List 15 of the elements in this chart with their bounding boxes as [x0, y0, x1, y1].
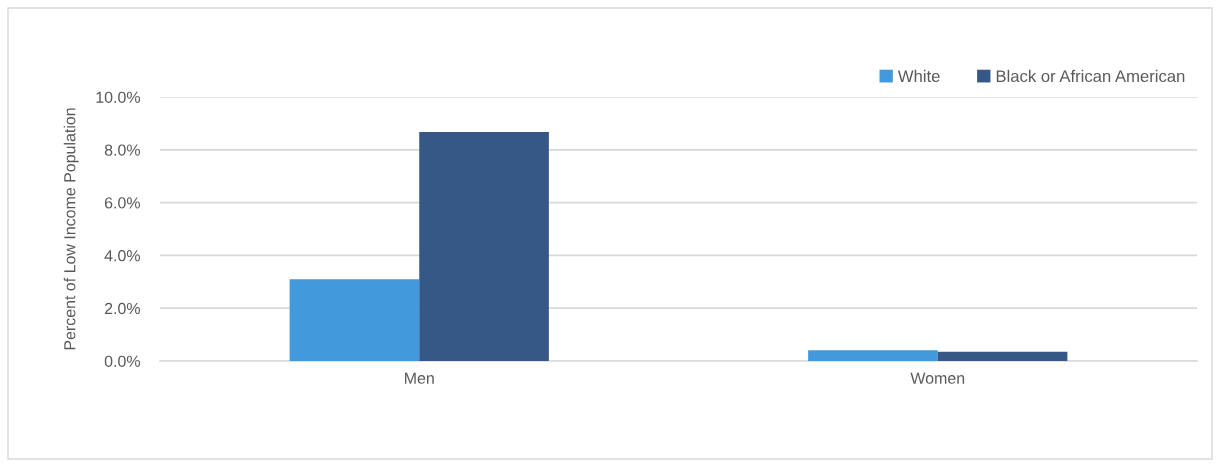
y-tick-label: 10.0% — [96, 91, 140, 103]
y-tick-label: 4.0% — [104, 250, 140, 262]
y-tick-label: 8.0% — [104, 144, 140, 156]
bar — [289, 279, 420, 361]
bar — [808, 350, 938, 361]
y-tick-label: 0.0% — [104, 355, 140, 367]
legend-label: Black or African American — [996, 69, 1185, 83]
x-tick-label: Men — [405, 372, 434, 384]
x-tick-label: Women — [910, 372, 965, 384]
y-tick-label: 2.0% — [104, 302, 140, 315]
legend-label: White — [897, 69, 940, 83]
y-axis-title: Percent of Low Income Population — [63, 108, 79, 350]
y-tick-label: 6.0% — [104, 197, 140, 209]
bar — [419, 132, 549, 361]
bar — [937, 351, 1068, 361]
